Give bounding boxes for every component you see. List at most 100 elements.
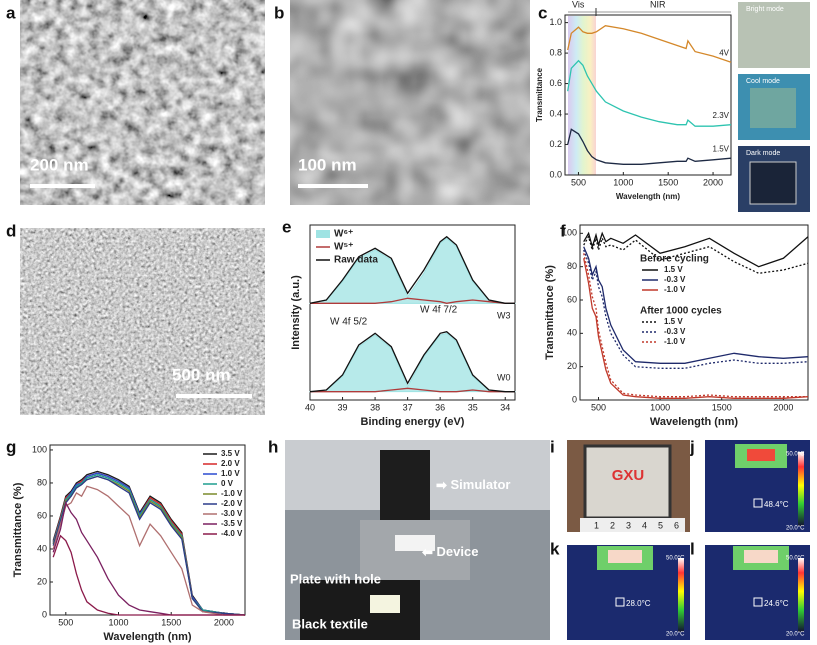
scale-min: 20.0°C [786, 632, 805, 638]
y-tick-label: 0.6 [549, 78, 562, 88]
photo-label: Black textile [292, 616, 368, 631]
ruler [580, 518, 685, 532]
y-tick-label: 60 [37, 510, 47, 520]
color-bar [678, 558, 684, 632]
line [52, 534, 245, 616]
sem-image [20, 0, 265, 205]
y-axis-label: Transmittance [535, 67, 544, 122]
plot-frame [579, 224, 809, 401]
scale-max: 50.0°C [666, 556, 685, 562]
sem-image [20, 228, 265, 415]
panel-label: b [274, 3, 284, 22]
device [583, 444, 672, 520]
legend-label: 3.5 V [221, 449, 240, 458]
annotation: W0 [497, 372, 511, 382]
panel-label: a [6, 3, 16, 22]
spot [753, 597, 763, 607]
legend-label: Raw data [334, 255, 378, 266]
photo [738, 2, 810, 68]
x-tick-label: 40 [305, 402, 315, 412]
spot-temp: 48.4°C [764, 500, 789, 509]
x-tick-label: 500 [571, 177, 586, 187]
y-tick-label: 0.8 [549, 47, 562, 57]
color-bar [798, 452, 804, 526]
x-axis-label: Wavelength (nm) [103, 631, 192, 643]
line [567, 128, 732, 165]
device [749, 161, 797, 205]
legend-label: 0 V [221, 479, 234, 488]
x-tick-label: 35 [468, 402, 478, 412]
ruler-label: 5 [658, 520, 663, 530]
legend-label: 1.5 V [664, 317, 683, 326]
thermal-image: 50.0°C 20.0°C 28.0°C [567, 545, 690, 640]
x-tick-label: 2000 [773, 402, 793, 412]
y-tick-label: 0.2 [549, 139, 562, 149]
series-label: 2.3V [713, 111, 730, 120]
y-tick-label: 20 [567, 361, 577, 371]
y-tick-label: 100 [562, 228, 577, 238]
mode-label: Bright mode [746, 6, 784, 13]
x-tick-label: 500 [591, 402, 606, 412]
visible-band [568, 16, 596, 175]
scale-min: 20.0°C [666, 632, 685, 638]
y-axis-label: Transmittance (%) [544, 265, 556, 360]
sign: GXU [612, 467, 645, 484]
ruler-label: 1 [594, 520, 599, 530]
panel-label: g [6, 437, 16, 456]
line [567, 25, 732, 63]
photo-label: Simulator [451, 477, 511, 492]
y-tick-label: 0.0 [549, 169, 562, 179]
line [52, 475, 246, 616]
annotation: W 4f 7/2 [420, 305, 458, 316]
hot-region [744, 550, 778, 563]
device [750, 88, 796, 128]
legend-label: 2.0 V [221, 459, 240, 468]
panel-label: i [550, 437, 555, 456]
scale-max: 50.0°C [786, 556, 805, 562]
line [583, 246, 809, 364]
line [309, 235, 515, 304]
photo-label: ⬅ Device [421, 544, 478, 559]
x-tick-label: 1000 [613, 177, 633, 187]
x-tick-label: 1500 [712, 402, 732, 412]
line [567, 59, 732, 127]
line [583, 253, 808, 398]
y-tick-label: 60 [567, 294, 577, 304]
spot [615, 597, 625, 607]
y-axis-label: Intensity (a.u.) [290, 275, 302, 350]
legend-title: Before cycling [640, 254, 709, 265]
legend-label: -1.0 V [664, 285, 686, 294]
simulator [380, 450, 430, 520]
legend-label: 1.0 V [221, 469, 240, 478]
x-tick-label: 1000 [108, 617, 128, 627]
panel-label: h [268, 437, 278, 456]
y-tick-label: 0 [572, 394, 577, 404]
line [52, 500, 245, 616]
x-tick-label: 2000 [703, 177, 723, 187]
scale-bar-label: 500 nm [172, 365, 231, 384]
y-tick-label: 100 [32, 444, 47, 454]
x-tick-label: 1500 [161, 617, 181, 627]
legend-label: -4.0 V [221, 529, 243, 538]
y-tick-label: 80 [37, 477, 47, 487]
photo-label: ➡ Simulator [436, 477, 510, 492]
plot-frame [564, 14, 732, 176]
spot-temp: 28.0°C [626, 599, 651, 608]
photo-label: Plate with hole [290, 571, 381, 586]
x-tick-label: 38 [370, 402, 380, 412]
ruler-label: 4 [642, 520, 647, 530]
series-label: 1.5V [713, 144, 730, 153]
legend-label: -3.5 V [221, 519, 243, 528]
panel-label: c [538, 3, 547, 22]
ruler-label: 3 [626, 520, 631, 530]
spot-temp: 24.6°C [764, 599, 789, 608]
y-tick-label: 0.4 [549, 108, 562, 118]
annotation: W3 [497, 310, 511, 320]
x-tick-label: 1500 [658, 177, 678, 187]
hot-region [608, 550, 642, 563]
x-tick-label: 36 [435, 402, 445, 412]
ruler-label: 6 [674, 520, 679, 530]
panel-label: e [282, 217, 291, 236]
hot-region [747, 449, 775, 461]
plot-frame [309, 224, 516, 401]
